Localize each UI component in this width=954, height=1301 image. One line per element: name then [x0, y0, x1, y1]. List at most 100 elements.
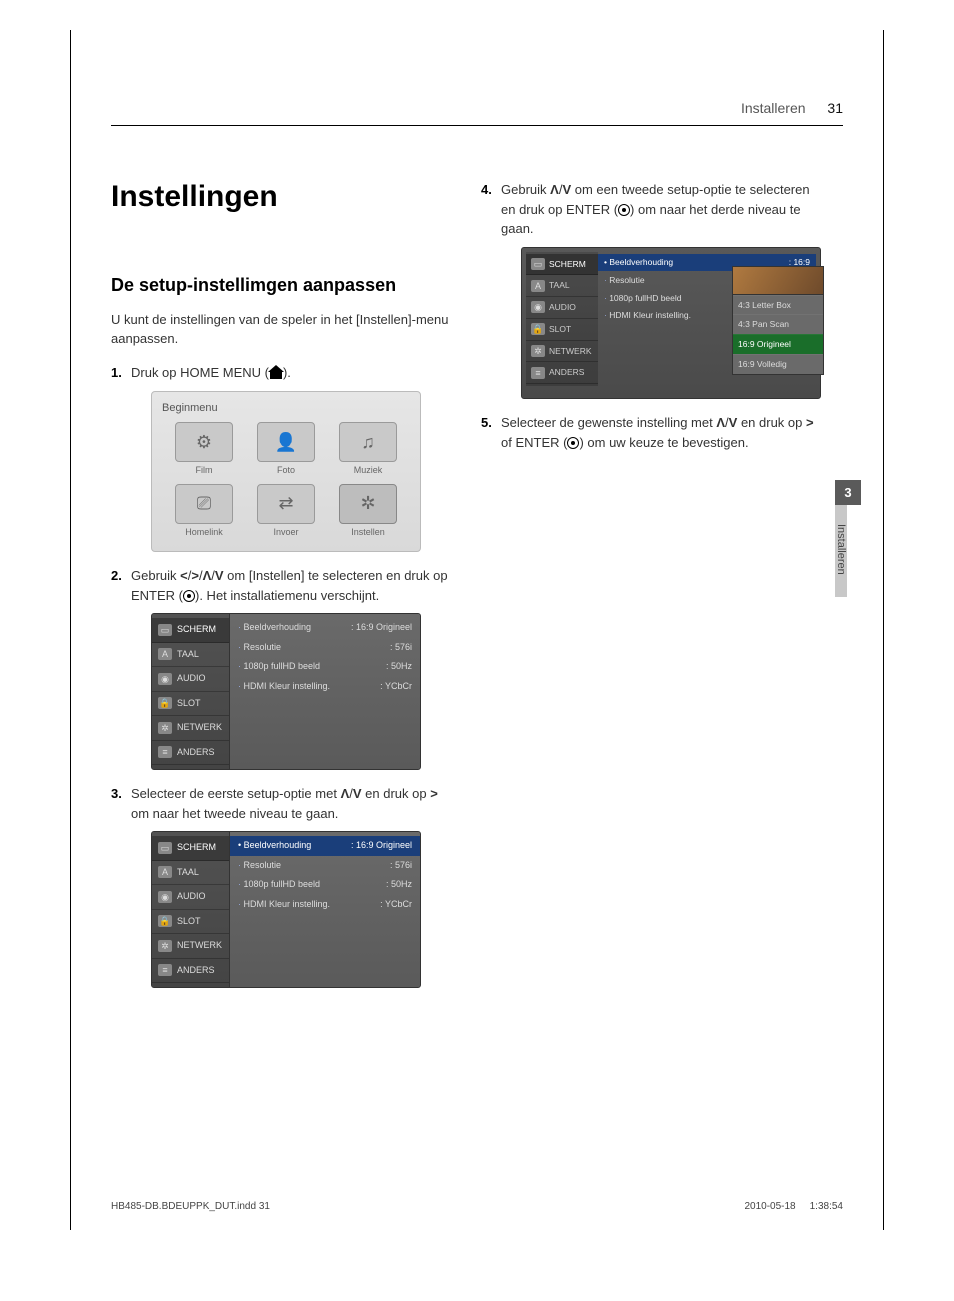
bm-cell-muziek: ♫Muziek: [332, 422, 404, 478]
menu-sidebar: ▭SCHERM ATAAL ◉AUDIO 🔒SLOT ✲NETWERK ≡AND…: [152, 832, 230, 987]
slot-icon: 🔒: [531, 323, 545, 335]
bm-cell-foto: 👤 Foto: [250, 422, 322, 478]
step-text-after: ) om uw keuze te bevestigen.: [579, 435, 748, 450]
step-text: Druk op HOME MENU (: [131, 365, 269, 380]
chapter-label: Installeren: [835, 505, 847, 597]
chapter-tab: 3 Installeren: [835, 480, 861, 597]
side-row-audio: ◉AUDIO: [152, 667, 229, 692]
side-row-scherm: ▭SCHERM: [152, 618, 229, 643]
side-row-audio: ◉AUDIO: [526, 297, 598, 319]
side-row-slot: 🔒SLOT: [152, 910, 229, 935]
bm-label: Invoer: [250, 526, 322, 540]
taal-icon: A: [531, 280, 545, 292]
side-row-taal: ATAAL: [152, 861, 229, 886]
taal-icon: A: [158, 866, 172, 878]
netwerk-icon: ✲: [531, 345, 545, 357]
beginmenu-title: Beginmenu: [162, 400, 410, 417]
netwerk-icon: ✲: [158, 940, 172, 952]
invoer-icon: ⇄: [257, 484, 315, 524]
bm-label: Foto: [250, 464, 322, 478]
submenu-popup: 4:3 Letter Box 4:3 Pan Scan 16:9 Origine…: [732, 266, 824, 375]
step-number: 5.: [481, 413, 492, 433]
bm-cell-homelink: ⎚ Homelink: [168, 484, 240, 540]
side-row-taal: ATAAL: [526, 275, 598, 297]
header-rule: [111, 125, 843, 126]
step-number: 3.: [111, 784, 122, 804]
bm-cell-invoer: ⇄ Invoer: [250, 484, 322, 540]
figure-menu-step2: ▭SCHERM ATAAL ◉AUDIO 🔒SLOT ✲NETWERK ≡AND…: [151, 613, 421, 770]
sub-row: 4:3 Pan Scan: [733, 314, 823, 334]
opt-row: 1080p fullHD beeld: 50Hz: [230, 657, 420, 677]
figure-beginmenu: Beginmenu ⚙Film 👤 Foto ♫Muziek ⎚ Homelink …: [151, 391, 421, 553]
scherm-icon: ▭: [158, 842, 172, 854]
page-frame: Installeren 31 Instellingen De setup-ins…: [70, 30, 884, 1230]
home-icon: [269, 367, 283, 379]
side-row-taal: ATAAL: [152, 643, 229, 668]
side-row-scherm: ▭SCHERM: [526, 254, 598, 276]
subsection-heading: De setup-instellimgen aanpassen: [111, 274, 451, 297]
step-2: 2. Gebruik </>/Λ/V om [Instellen] te sel…: [111, 566, 451, 770]
sub-row: 4:3 Letter Box: [733, 295, 823, 315]
anders-icon: ≡: [158, 964, 172, 976]
anders-icon: ≡: [158, 746, 172, 758]
step-1: 1. Druk op HOME MENU (). Beginmenu ⚙Film…: [111, 363, 451, 552]
page-footer: HB485-DB.BDEUPPK_DUT.indd 31 2010-05-18 …: [111, 1201, 843, 1212]
opt-row: 1080p fullHD beeld: 50Hz: [230, 875, 420, 895]
slot-icon: 🔒: [158, 915, 172, 927]
enter-icon: [618, 204, 630, 216]
side-row-scherm: ▭SCHERM: [152, 836, 229, 861]
audio-icon: ◉: [531, 301, 545, 313]
side-row-anders: ≡ANDERS: [152, 959, 229, 984]
side-row-netwerk: ✲NETWERK: [526, 341, 598, 363]
menu-sidebar: ▭SCHERM ATAAL ◉AUDIO 🔒SLOT ✲NETWERK ≡AND…: [152, 614, 230, 769]
step-text-after: ). Het installatiemenu verschijnt.: [195, 588, 379, 603]
side-row-audio: ◉AUDIO: [152, 885, 229, 910]
side-row-anders: ≡ANDERS: [152, 741, 229, 766]
enter-icon: [183, 590, 195, 602]
menu-sidebar: ▭SCHERM ATAAL ◉AUDIO 🔒SLOT ✲NETWERK ≡AND…: [526, 252, 598, 387]
running-header: Installeren 31: [741, 100, 843, 116]
bm-label: Homelink: [168, 526, 240, 540]
bm-cell-film: ⚙Film: [168, 422, 240, 478]
sub-row: 16:9 Volledig: [733, 354, 823, 374]
opt-row-highlighted: Beeldverhouding: 16:9 Origineel: [230, 836, 420, 856]
step-3: 3. Selecteer de eerste setup-optie met Λ…: [111, 784, 451, 988]
beginmenu-grid: ⚙Film 👤 Foto ♫Muziek ⎚ Homelink ⇄ Invoer ✲ I…: [162, 422, 410, 539]
opt-row: Beeldverhouding: 16:9 Origineel: [230, 618, 420, 638]
preview-thumb: [733, 267, 823, 295]
step-text: Selecteer de eerste setup-optie met Λ/V …: [131, 786, 438, 821]
step-number: 2.: [111, 566, 122, 586]
anders-icon: ≡: [531, 367, 545, 379]
instellen-icon: ✲: [339, 484, 397, 524]
audio-icon: ◉: [158, 891, 172, 903]
side-row-netwerk: ✲NETWERK: [152, 934, 229, 959]
step-number: 4.: [481, 180, 492, 200]
footer-filename: HB485-DB.BDEUPPK_DUT.indd 31: [111, 1201, 270, 1212]
steps-left: 1. Druk op HOME MENU (). Beginmenu ⚙Film…: [111, 363, 451, 988]
step-5: 5. Selecteer de gewenste instelling met …: [481, 413, 821, 452]
step-text-after: ).: [283, 365, 291, 380]
intro-text: U kunt de instellingen van de speler in …: [111, 311, 451, 349]
figure-menu-step4: ▭SCHERM ATAAL ◉AUDIO 🔒SLOT ✲NETWERK ≡AND…: [521, 247, 821, 400]
taal-icon: A: [158, 648, 172, 660]
audio-icon: ◉: [158, 673, 172, 685]
steps-right: 4. Gebruik Λ/V om een tweede setup-optie…: [481, 180, 821, 452]
foto-icon: 👤: [257, 422, 315, 462]
side-row-slot: 🔒SLOT: [526, 319, 598, 341]
opt-row: Resolutie: 576i: [230, 856, 420, 876]
menu-body: Beeldverhouding: 16:9 Origineel Resoluti…: [230, 614, 420, 769]
slot-icon: 🔒: [158, 697, 172, 709]
opt-row: Resolutie: 576i: [230, 638, 420, 658]
page-title: Instellingen: [111, 180, 451, 214]
bm-label: Film: [168, 464, 240, 478]
bm-label: Instellen: [332, 526, 404, 540]
left-column: Instellingen De setup-instellimgen aanpa…: [111, 180, 451, 1002]
step-number: 1.: [111, 363, 122, 383]
muziek-icon: ♫: [339, 422, 397, 462]
content-area: Instellingen De setup-instellimgen aanpa…: [111, 180, 843, 1002]
opt-row: HDMI Kleur instelling.: YCbCr: [230, 895, 420, 915]
footer-timestamp: 2010-05-18 1:38:54: [744, 1201, 843, 1212]
side-row-netwerk: ✲NETWERK: [152, 716, 229, 741]
menu-body: Beeldverhouding: 16:9 Origineel Resoluti…: [230, 832, 420, 987]
homelink-icon: ⎚: [175, 484, 233, 524]
